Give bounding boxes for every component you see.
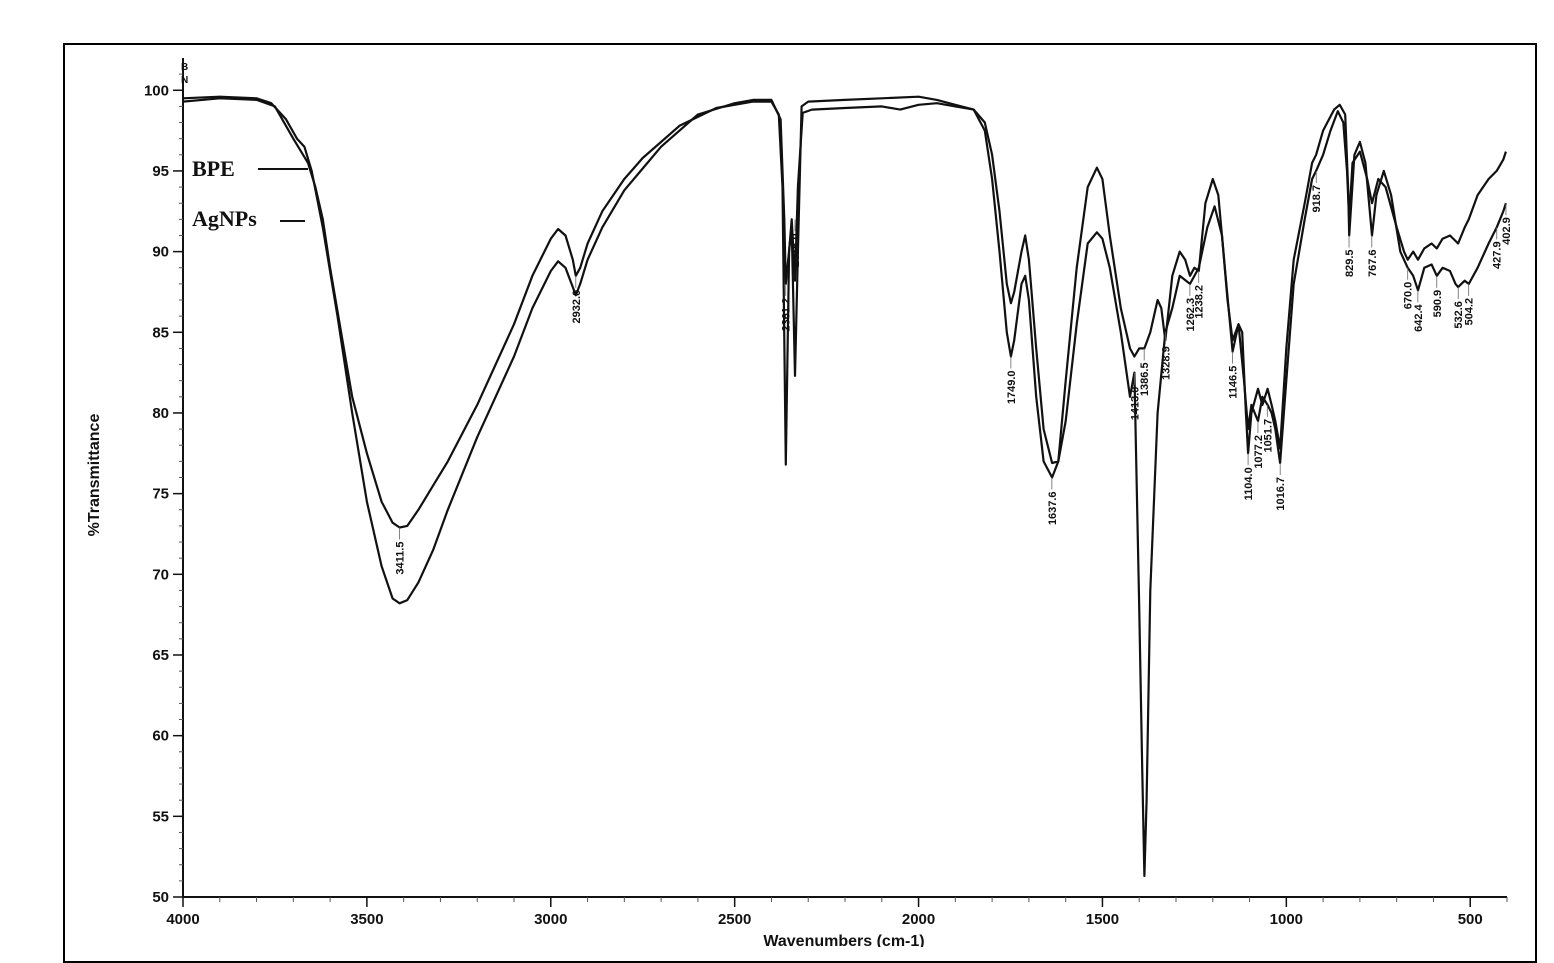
peak-label: 1328.9 [1160, 346, 1172, 380]
series-line-agnps [182, 95, 1507, 605]
peak-label: 1413.0 [1129, 387, 1141, 421]
peak-label: 829.5 [1344, 249, 1356, 277]
y-tick-label: 90 [152, 244, 169, 261]
y-tick-label: 70 [152, 566, 169, 583]
y-axis-title: %Transmittance [86, 414, 103, 537]
legend-label-0: BPE [192, 156, 235, 181]
y-tick-label: 100 [144, 82, 169, 99]
x-tick-label: 4000 [166, 911, 199, 928]
y-tick-label: 85 [152, 324, 169, 341]
peak-label: 1146.5 [1227, 366, 1239, 399]
legend-label-1: AgNPs [192, 206, 257, 231]
peak-label: 590.9 [1432, 290, 1444, 318]
peak-label: 1051.7 [1262, 419, 1274, 453]
y-tick-label: 55 [152, 808, 169, 825]
peak-label: 1238.2 [1194, 285, 1206, 319]
x-tick-label: 1000 [1270, 911, 1303, 928]
peak-label: 1077.2 [1253, 435, 1265, 469]
peak-label: 402.9 [1501, 217, 1513, 245]
corner-label: B [181, 62, 188, 73]
peak-label: 918.7 [1311, 185, 1323, 213]
peak-label: 427.9 [1492, 241, 1504, 269]
y-tick-label: 65 [152, 647, 169, 664]
x-tick-label: 1500 [1086, 911, 1119, 928]
x-axis-title: Wavenumbers (cm-1) [763, 933, 924, 947]
peak-labels: 3411.5 2932.0 2361.2 2336.0 1749.0 1637.6 1413… [394, 170, 1513, 575]
peak-label: 2361.2 [781, 298, 793, 332]
y-tick-label: 75 [152, 486, 169, 503]
peak-label: 1749.0 [1006, 370, 1018, 404]
peak-label: 767.6 [1367, 249, 1379, 277]
peak-label: 1016.7 [1275, 477, 1287, 511]
peak-label: 670.0 [1403, 282, 1415, 310]
y-tick-label: 50 [152, 889, 169, 906]
peak-label: 642.4 [1413, 303, 1425, 331]
y-tick-label: 80 [152, 405, 169, 422]
peak-label: 1637.6 [1047, 492, 1059, 526]
x-tick-label: 2500 [718, 911, 751, 928]
peak-label: 1386.5 [1139, 362, 1151, 396]
peak-label: 504.2 [1464, 298, 1476, 326]
peak-label: 3411.5 [394, 542, 406, 575]
peak-label: 2336.0 [790, 233, 802, 267]
x-tick-label: 500 [1458, 911, 1483, 928]
x-tick-label: 3500 [350, 911, 383, 928]
corner-label: N [181, 75, 188, 86]
y-tick-label: 95 [152, 163, 169, 180]
legend: BPE AgNPs [192, 156, 308, 231]
peak-label: 532.6 [1453, 301, 1465, 329]
x-tick-label: 3000 [534, 911, 567, 928]
axes: 50 55 60 65 70 75 80 85 90 95 100 4000 3500 3000 2500 2… [144, 58, 1508, 928]
peak-label: 1104.0 [1243, 467, 1255, 500]
x-tick-label: 2000 [902, 911, 935, 928]
peak-label: 1262.3 [1185, 298, 1197, 332]
peak-label: 2932.0 [571, 290, 583, 324]
y-tick-label: 60 [152, 728, 169, 745]
series-layer [182, 95, 1507, 878]
series-line-bpe [182, 97, 1507, 878]
